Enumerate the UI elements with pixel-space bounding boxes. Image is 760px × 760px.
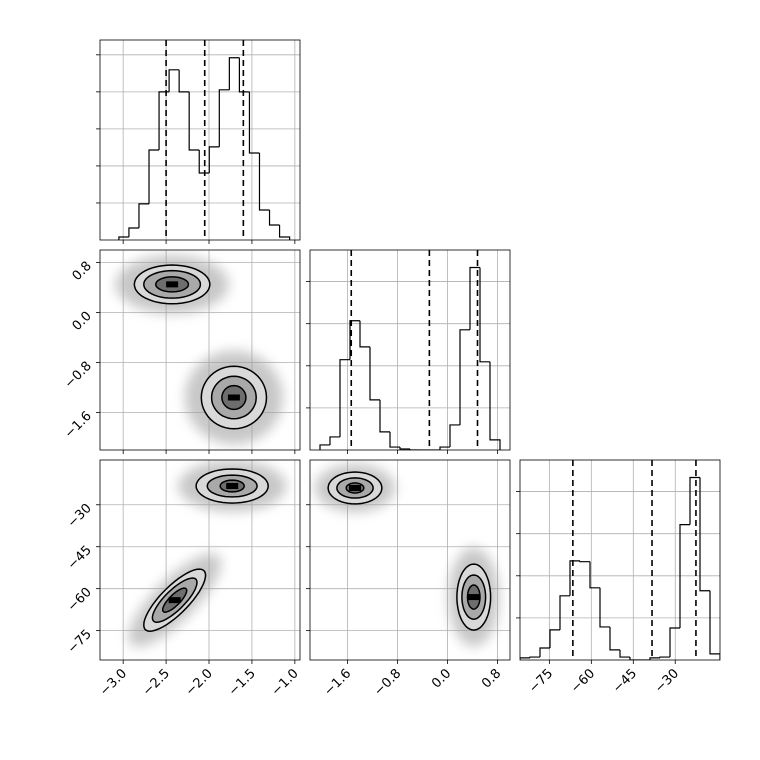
histogram-bin xyxy=(589,561,600,589)
x-tick-label: −60 xyxy=(568,666,598,696)
y-tick-label: 0.0 xyxy=(70,309,95,334)
histogram-bin xyxy=(709,590,720,660)
histogram-bin xyxy=(118,236,129,240)
histogram-bin xyxy=(128,227,139,238)
histogram-bin xyxy=(158,91,170,150)
panel-frame xyxy=(99,249,301,451)
y-tick-label: −75 xyxy=(65,627,95,657)
histogram-bin xyxy=(629,657,640,660)
histogram-bin xyxy=(379,399,390,433)
histogram-bin xyxy=(669,627,680,658)
x-tick-label: 0.8 xyxy=(479,666,504,691)
histogram-bin xyxy=(258,152,270,211)
y-tick-label: −30 xyxy=(65,501,95,531)
x-tick-label: −30 xyxy=(652,666,682,696)
histogram-bin xyxy=(168,69,180,92)
histogram-bin xyxy=(539,647,550,658)
histogram-bin xyxy=(529,656,540,658)
histogram-bin xyxy=(198,150,210,174)
histogram-bin xyxy=(268,210,280,226)
histogram-bin xyxy=(329,436,340,445)
histogram-bin xyxy=(699,477,710,592)
histogram-bin xyxy=(489,361,501,450)
histogram-bin xyxy=(339,359,350,437)
histogram-bin xyxy=(319,444,330,450)
histogram-bin xyxy=(369,346,380,401)
panel xyxy=(100,250,300,450)
panel-frame xyxy=(309,459,511,661)
histogram-bin xyxy=(579,560,590,563)
y-tick-label: −0.8 xyxy=(62,359,95,392)
density-peak xyxy=(467,594,480,601)
histogram-bin xyxy=(449,424,460,448)
panel xyxy=(310,460,510,660)
y-tick-label: −1.6 xyxy=(62,409,95,442)
density-peak xyxy=(168,597,181,604)
histogram-bin xyxy=(619,649,630,658)
x-tick-label: −3.0 xyxy=(97,666,130,699)
histogram-bin xyxy=(248,91,260,154)
x-tick-label: −75 xyxy=(526,666,556,696)
histogram-bin xyxy=(549,629,560,648)
x-tick-label: −45 xyxy=(610,666,640,696)
histogram-bin xyxy=(238,57,250,93)
y-tick-label: 0.8 xyxy=(70,259,95,284)
histogram-bin xyxy=(439,446,450,450)
histogram-bin xyxy=(689,476,700,525)
histogram-bin xyxy=(649,657,660,660)
histogram-bin xyxy=(459,329,470,425)
histogram-bin xyxy=(278,225,291,240)
density-peak xyxy=(349,484,361,491)
y-tick-label: −45 xyxy=(65,543,95,573)
panel-frame xyxy=(99,459,301,661)
histogram-bin xyxy=(218,89,230,147)
histogram-bin xyxy=(609,626,620,651)
histogram-bin xyxy=(208,146,220,173)
panel xyxy=(310,250,510,450)
panel xyxy=(100,40,300,240)
x-tick-label: −1.6 xyxy=(321,666,354,699)
density-peak xyxy=(166,281,179,288)
x-tick-label: −2.5 xyxy=(140,666,173,699)
histogram-bin xyxy=(479,267,490,363)
panel-frame xyxy=(309,249,511,451)
histogram-bin xyxy=(148,149,160,204)
histogram-bin xyxy=(569,560,580,596)
histogram-bin xyxy=(679,524,690,628)
x-tick-label: −2.0 xyxy=(183,666,216,699)
histogram-bin xyxy=(389,431,400,448)
panel-frame xyxy=(99,39,301,241)
x-tick-label: −1.0 xyxy=(269,666,302,699)
x-tick-label: −1.5 xyxy=(226,666,259,699)
histogram-bin xyxy=(359,320,370,348)
y-tick-label: −60 xyxy=(65,585,95,615)
histogram-bin xyxy=(178,69,190,93)
histogram-bin xyxy=(409,448,420,450)
histogram-bin xyxy=(469,266,480,330)
panel xyxy=(100,460,300,660)
x-tick-label: 0.0 xyxy=(429,666,454,691)
density-peak xyxy=(226,483,239,490)
histogram-bin xyxy=(520,657,530,660)
panel xyxy=(520,460,720,660)
histogram-bin xyxy=(349,320,360,360)
histogram-bin xyxy=(599,587,610,628)
histogram-bin xyxy=(188,91,200,151)
histogram-bin xyxy=(228,57,240,90)
histogram-bin xyxy=(659,656,670,658)
density-peak xyxy=(227,394,240,401)
histogram-bin xyxy=(399,447,410,450)
panel-frame xyxy=(519,459,721,661)
x-tick-label: −0.8 xyxy=(371,666,404,699)
histogram-bin xyxy=(559,595,570,630)
histogram-bin xyxy=(138,203,150,228)
